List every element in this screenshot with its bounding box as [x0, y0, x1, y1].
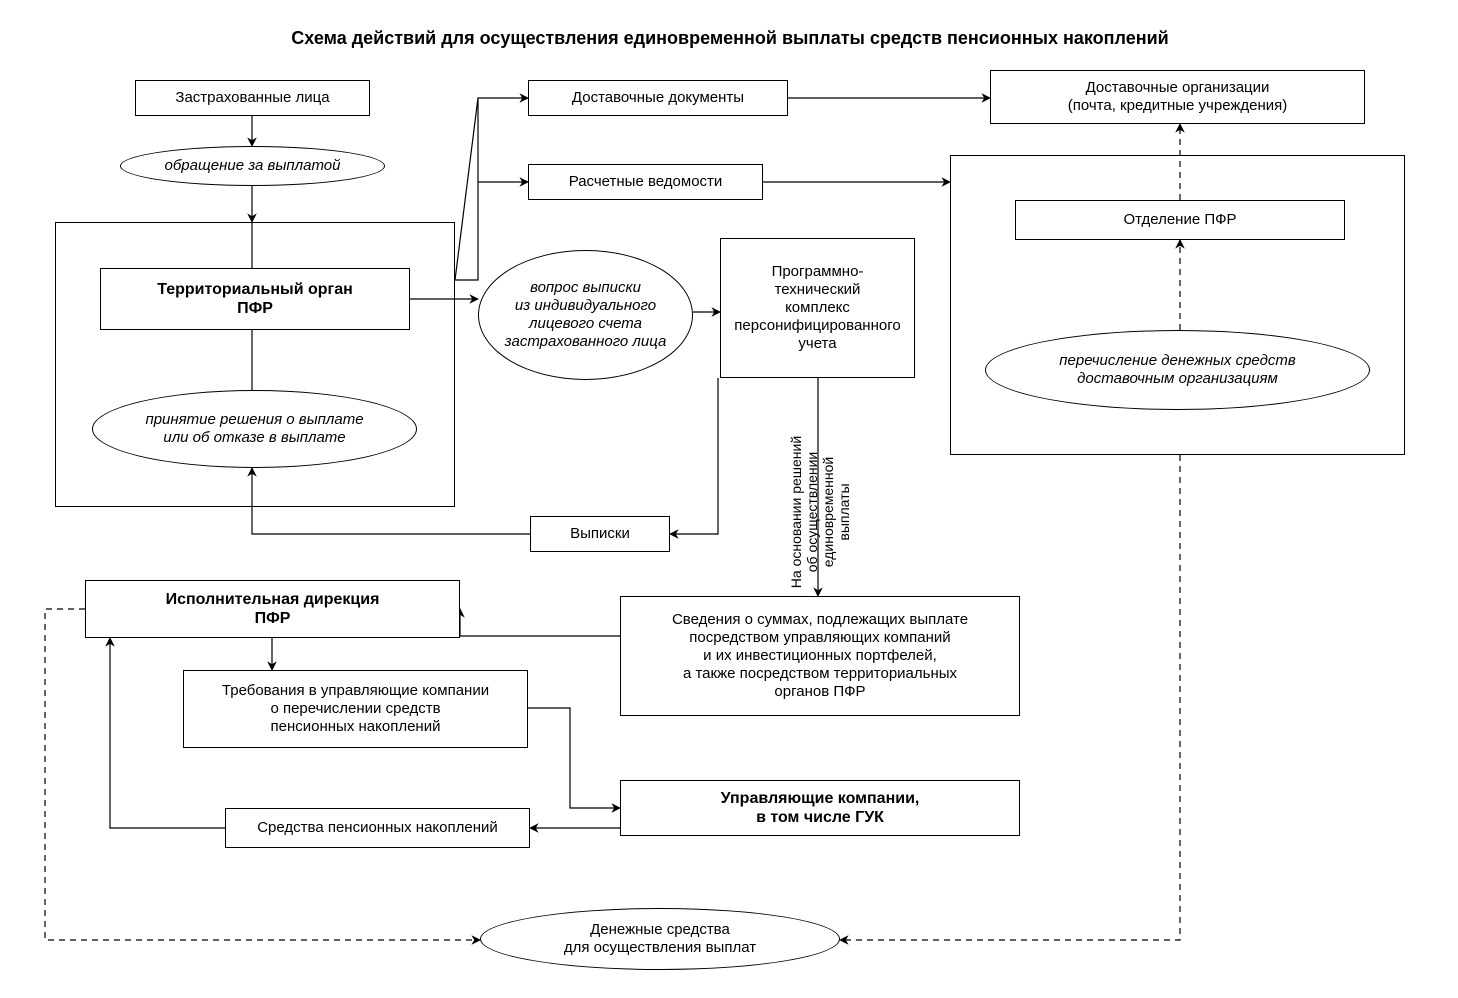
diagram-title: Схема действий для осуществления единовр… — [200, 28, 1260, 49]
node-delivery-docs: Доставочные документы — [528, 80, 788, 116]
node-mgmt-companies: Управляющие компании,в том числе ГУК — [620, 780, 1020, 836]
node-account-extract-q: вопрос выпискииз индивидуальноголицевого… — [478, 250, 693, 380]
node-decision: принятие решения о выплатеили об отказе … — [92, 390, 417, 468]
flowchart-stage: Схема действий для осуществления единовр… — [0, 0, 1458, 998]
node-pension-funds: Средства пенсионных накоплений — [225, 808, 530, 848]
node-exec-directorate: Исполнительная дирекцияПФР — [85, 580, 460, 638]
node-appeal: обращение за выплатой — [120, 146, 385, 186]
node-branch-pfr: Отделение ПФР — [1015, 200, 1345, 240]
node-territorial-pfr: Территориальный органПФР — [100, 268, 410, 330]
node-info-sums: Сведения о суммах, подлежащих выплатепос… — [620, 596, 1020, 716]
edge-label-basis: На основании решенийоб осуществленииедин… — [788, 412, 852, 612]
node-delivery-orgs: Доставочные организации(почта, кредитные… — [990, 70, 1365, 124]
node-money-for-payments: Денежные средствадля осуществления выпла… — [480, 908, 840, 970]
node-transfer-funds: перечисление денежных средствдоставочным… — [985, 330, 1370, 410]
node-extracts: Выписки — [530, 516, 670, 552]
node-requirements: Требования в управляющие компаниио переч… — [183, 670, 528, 748]
node-insured-persons: Застрахованные лица — [135, 80, 370, 116]
node-ptk: Программно-техническийкомплексперсонифиц… — [720, 238, 915, 378]
node-calc-sheets: Расчетные ведомости — [528, 164, 763, 200]
